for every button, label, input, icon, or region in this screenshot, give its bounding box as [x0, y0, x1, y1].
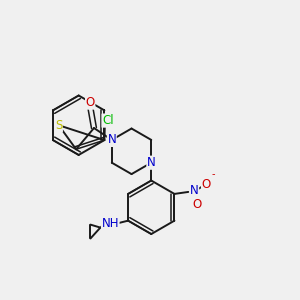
Text: N: N — [107, 134, 116, 146]
Text: N: N — [190, 184, 199, 197]
Text: O: O — [85, 96, 95, 109]
Text: +: + — [200, 178, 207, 187]
Text: O: O — [193, 198, 202, 211]
Text: S: S — [55, 119, 62, 132]
Text: -: - — [211, 169, 214, 179]
Text: NH: NH — [101, 217, 119, 230]
Text: O: O — [202, 178, 211, 190]
Text: N: N — [147, 156, 156, 169]
Text: Cl: Cl — [102, 114, 114, 127]
